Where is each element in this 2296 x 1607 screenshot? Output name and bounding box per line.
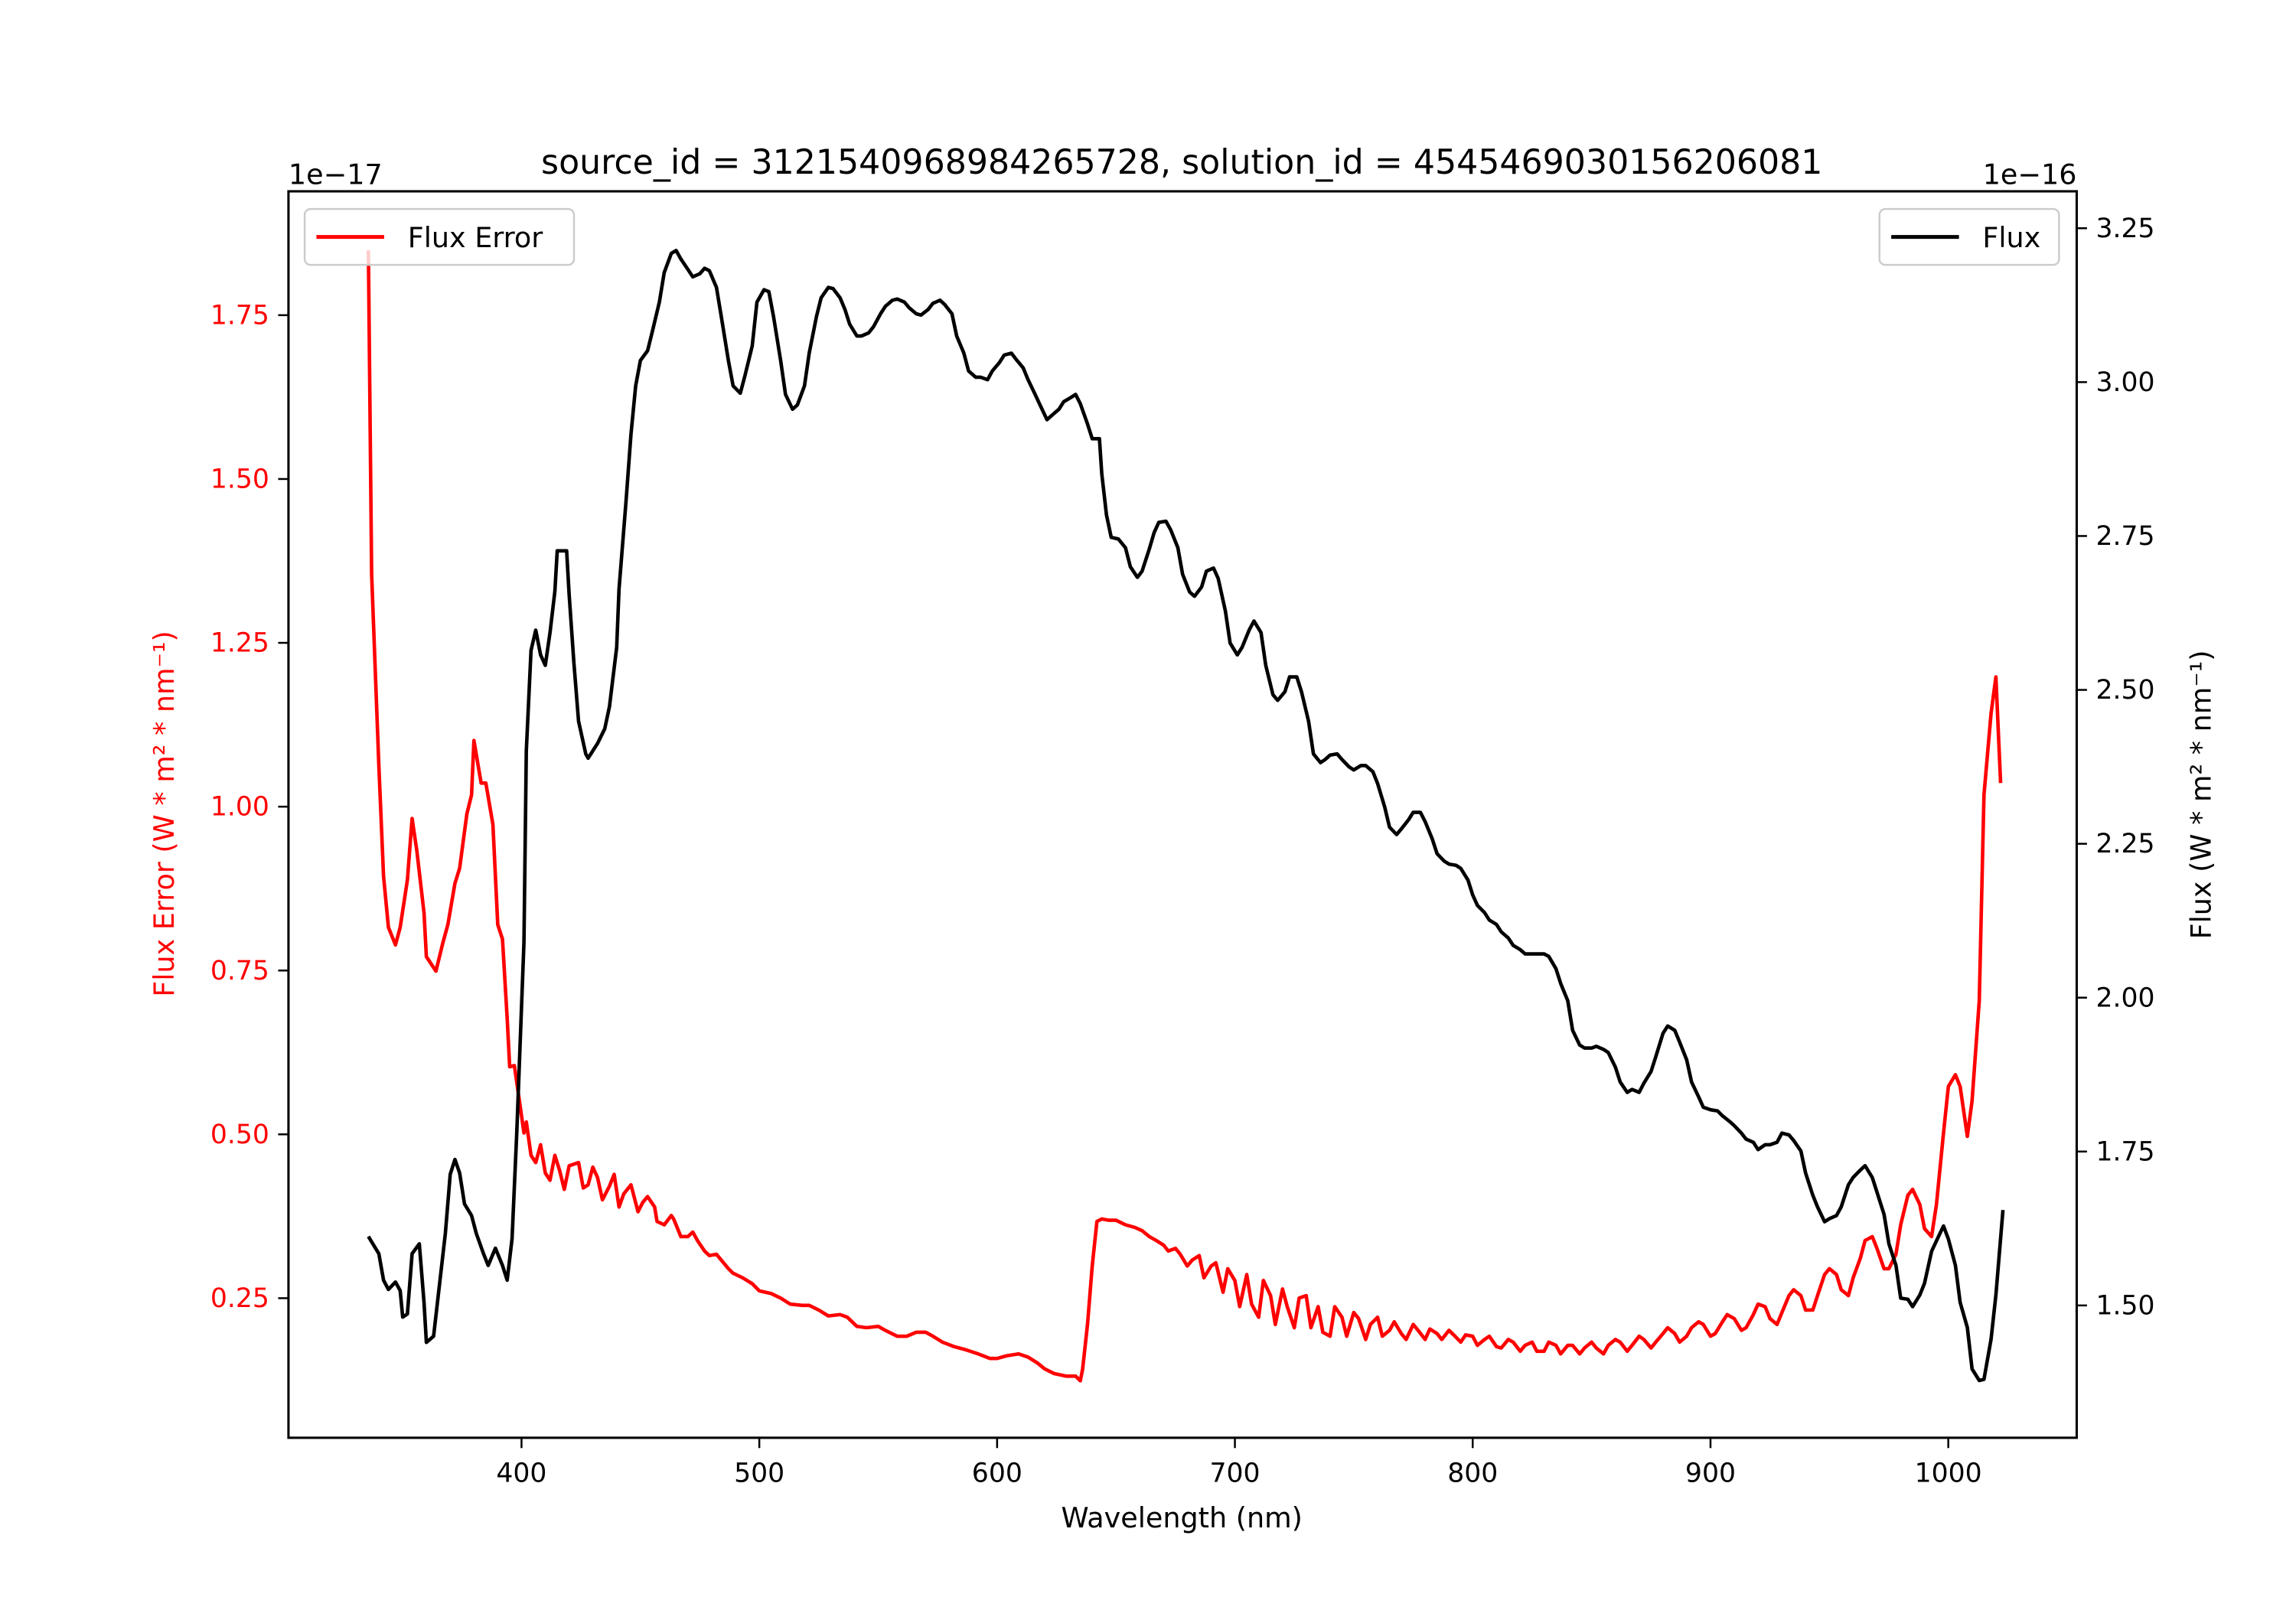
x-tick-label: 600 bbox=[972, 1459, 1022, 1489]
chart-title: source_id = 3121540968984265728, solutio… bbox=[541, 143, 1822, 182]
right-y-tick-label: 2.75 bbox=[2095, 521, 2154, 552]
ticks-layer: 400 500 600 700 800 900 1000 0.25 0.50 0.75 1.00 1.… bbox=[210, 214, 2155, 1489]
left-y-tick-label: 0.50 bbox=[210, 1120, 269, 1150]
left-axis-offset-text: 1e−17 bbox=[289, 158, 383, 191]
legend-flux: Flux bbox=[1878, 207, 2060, 266]
right-y-tick-label: 1.50 bbox=[2095, 1290, 2154, 1321]
legend-box bbox=[1878, 207, 2060, 266]
left-y-tick-label: 1.00 bbox=[210, 792, 269, 823]
right-y-axis-label: Flux (W * m² * nm⁻¹) bbox=[2184, 650, 2217, 940]
left-y-tick-label: 1.25 bbox=[210, 628, 269, 659]
legend-box bbox=[303, 207, 576, 266]
x-tick-label: 700 bbox=[1210, 1459, 1261, 1489]
left-y-tick-label: 1.75 bbox=[210, 300, 269, 331]
series-layer bbox=[367, 249, 2005, 1383]
plot-frame bbox=[287, 190, 2078, 1439]
series-line-flux bbox=[367, 249, 2005, 1383]
right-y-tick-label: 2.00 bbox=[2095, 983, 2154, 1013]
right-y-tick-label: 1.75 bbox=[2095, 1136, 2154, 1167]
right-y-tick-label: 2.25 bbox=[2095, 829, 2154, 859]
right-y-tick-label: 2.50 bbox=[2095, 675, 2154, 706]
x-tick-label: 400 bbox=[496, 1459, 546, 1489]
x-tick-label: 1000 bbox=[1915, 1459, 1982, 1489]
left-y-axis-label: Flux Error (W * m² * nm⁻¹) bbox=[148, 631, 181, 997]
legend-flux-error: Flux Error bbox=[303, 207, 576, 266]
left-y-tick-label: 1.50 bbox=[210, 464, 269, 494]
left-y-tick-label: 0.25 bbox=[210, 1283, 269, 1314]
x-axis-label: Wavelength (nm) bbox=[1062, 1501, 1303, 1534]
x-tick-label: 500 bbox=[734, 1459, 784, 1489]
legend-label-flux: Flux bbox=[1982, 221, 2040, 254]
x-tick-label: 800 bbox=[1447, 1459, 1498, 1489]
x-tick-label: 900 bbox=[1685, 1459, 1736, 1489]
left-y-tick-label: 0.75 bbox=[210, 956, 269, 986]
right-axis-offset-text: 1e−16 bbox=[1983, 158, 2077, 191]
right-y-tick-label: 3.25 bbox=[2095, 214, 2154, 244]
series-line-flux-error bbox=[367, 250, 2003, 1383]
legend-label-flux-error: Flux Error bbox=[408, 221, 544, 254]
right-y-tick-label: 3.00 bbox=[2095, 367, 2154, 398]
